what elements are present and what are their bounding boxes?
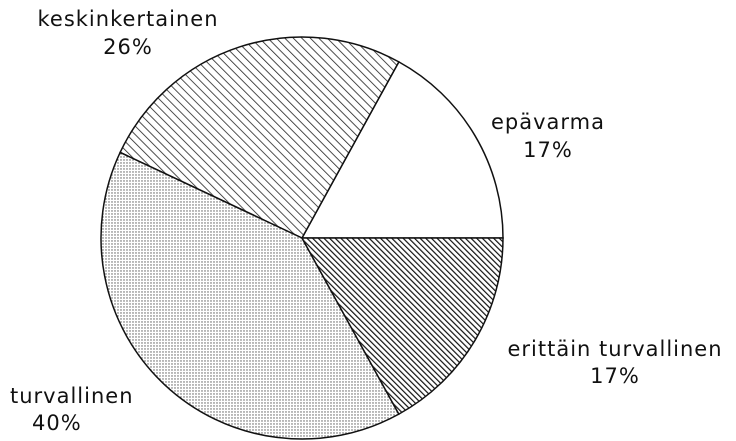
pie-slice	[119, 36, 400, 239]
pie-slice	[300, 60, 504, 239]
slice-value-label: 17%	[523, 138, 573, 162]
slice-value-label: 40%	[32, 411, 82, 435]
slice-value-label: 17%	[590, 364, 640, 388]
slice-label: epävarma	[491, 110, 605, 134]
slice-value-label: 26%	[103, 35, 153, 59]
slice-label: turvallinen	[10, 384, 134, 408]
pie-slice	[300, 237, 504, 416]
slice-label: erittäin turvallinen	[507, 337, 722, 361]
pie-slice	[100, 151, 400, 440]
slice-label: keskinkertainen	[37, 7, 218, 31]
